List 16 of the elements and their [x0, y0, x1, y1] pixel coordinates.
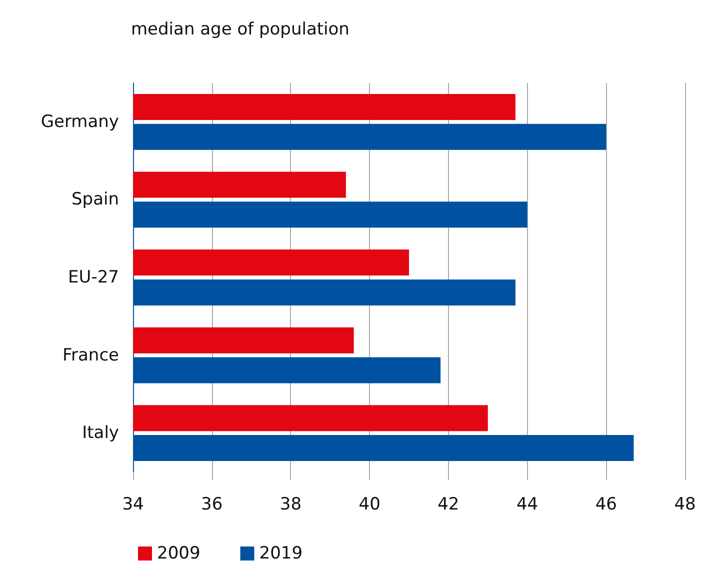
x-tick-label: 36: [201, 494, 223, 514]
x-tick-label: 40: [358, 494, 380, 514]
legend-label: 2009: [157, 544, 200, 564]
y-tick-label: Germany: [40, 112, 119, 132]
x-tick-label: 34: [122, 494, 144, 514]
x-tick-label: 42: [438, 494, 460, 514]
x-tick-label: 38: [280, 494, 302, 514]
y-tick-label: Italy: [82, 423, 119, 444]
legend-label: 2019: [259, 544, 303, 564]
x-tick-label: 44: [516, 494, 538, 514]
y-tick-label: France: [62, 345, 119, 366]
chart-title: median age of population: [131, 20, 350, 40]
y-tick-label: EU-27: [68, 268, 119, 288]
x-tick-label: 48: [674, 494, 696, 514]
x-tick-label: 46: [595, 494, 617, 514]
y-tick-label: Spain: [72, 190, 119, 210]
